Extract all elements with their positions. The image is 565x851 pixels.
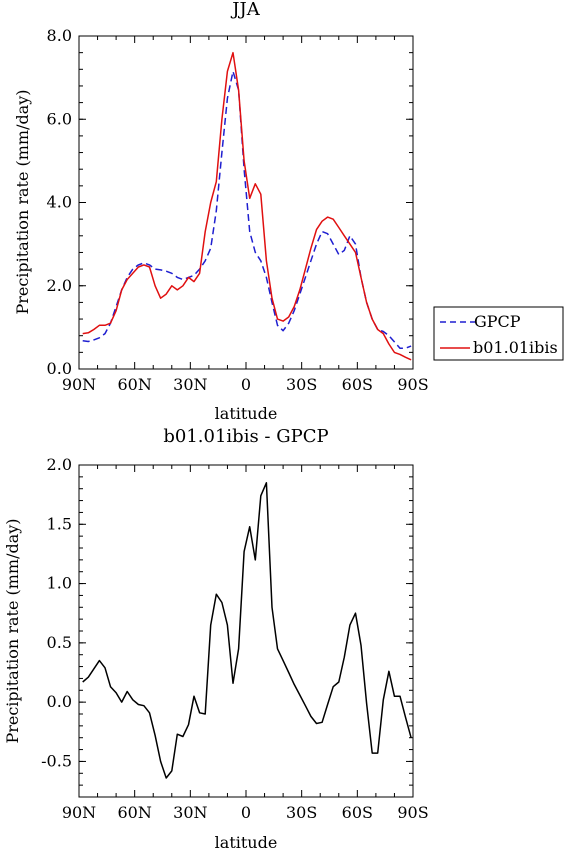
y-tick-label: 4.0 [47, 193, 72, 212]
plot-frame [78, 464, 414, 798]
x-tick-label: 90S [397, 803, 428, 822]
y-tick-label: 0.0 [47, 359, 72, 378]
y-tick-label: 2.0 [47, 276, 72, 295]
x-tick-label: 90N [62, 375, 96, 394]
x-tick-label: 30S [286, 803, 317, 822]
y-tick-label: -0.5 [41, 751, 72, 770]
legend: GPCP b01.01ibis [433, 306, 564, 361]
y-tick-label: 8.0 [47, 26, 72, 45]
series-lines [82, 482, 412, 779]
axis-ticks: 90N 60N 30N 0 30S 60S 90S 0.0 2.0 4.0 6.0 8.0 [47, 26, 429, 394]
series-line-gpcp [82, 70, 412, 349]
x-tick-label: 30S [286, 375, 317, 394]
x-tick-label: 60N [117, 803, 151, 822]
x-tick-label: 90S [397, 375, 428, 394]
legend-label-gpcp: GPCP [474, 312, 521, 331]
legend-label-model: b01.01ibis [473, 338, 558, 357]
chart-title: b01.01ibis - GPCP [163, 426, 328, 447]
x-tick-label: 0 [241, 375, 251, 394]
x-axis-label: latitude [215, 833, 278, 851]
axis-ticks: 90N 60N 30N 0 30S 60S 90S 2.0 1.5 1.0 0.5 0.0 -0.5 [41, 455, 429, 822]
x-tick-label: 60N [117, 375, 151, 394]
y-tick-label: 1.5 [47, 514, 72, 533]
plot-frame [78, 35, 414, 370]
legend-box [433, 306, 564, 361]
difference-chart-panel: b01.01ibis - GPCP 90N 60N 30N 0 30S 60S 90S 2.0… [3, 426, 429, 851]
y-tick-label: 1.0 [47, 574, 72, 593]
series-line-difference [82, 482, 412, 779]
chart-title: JJA [230, 0, 260, 20]
precip-chart-panel: JJA 90N 60N 30N 0 30S 60S 90S 0.0 2.0 4.0 6.0 8.0 l… [13, 0, 564, 423]
y-tick-label: 0.0 [47, 692, 72, 711]
x-tick-label: 30N [173, 375, 207, 394]
x-tick-label: 0 [241, 803, 251, 822]
series-lines [82, 51, 412, 361]
series-line-b01-01ibis [82, 51, 412, 361]
y-tick-label: 6.0 [47, 109, 72, 128]
y-axis-label: Precipitation rate (mm/day) [3, 518, 22, 743]
y-tick-label: 2.0 [47, 455, 72, 474]
x-tick-label: 60S [342, 375, 373, 394]
y-axis-label: Precipitation rate (mm/day) [13, 89, 32, 314]
x-tick-label: 90N [62, 803, 96, 822]
x-axis-label: latitude [215, 404, 278, 423]
x-tick-label: 60S [342, 803, 373, 822]
y-tick-label: 0.5 [47, 633, 72, 652]
x-tick-label: 30N [173, 803, 207, 822]
